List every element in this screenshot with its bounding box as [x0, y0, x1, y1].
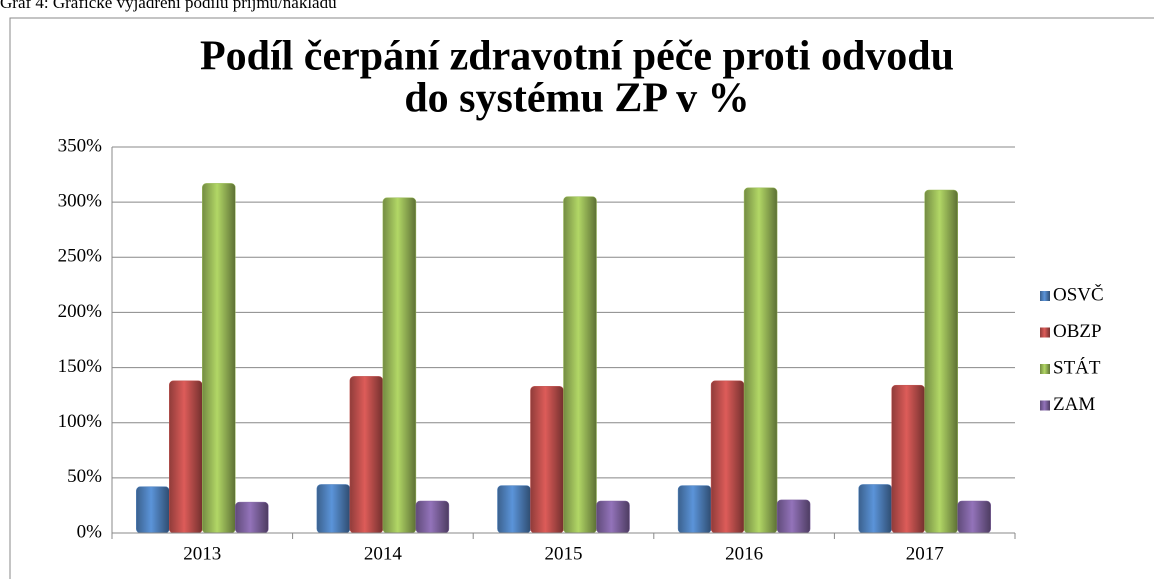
y-tick-label: 300%	[58, 191, 103, 212]
bar	[677, 485, 712, 534]
bar	[316, 484, 351, 534]
legend-swatch	[1040, 364, 1050, 374]
bar	[596, 500, 630, 534]
bar	[563, 196, 597, 534]
chart-title: do systému ZP v %	[404, 76, 749, 122]
y-tick-label: 150%	[58, 356, 103, 377]
chart-title: Podíl čerpání zdravotní péče proti odvod…	[200, 34, 954, 80]
bar	[924, 189, 958, 534]
caption: Graf 4: Grafické vyjádření podílu příjmů…	[0, 0, 337, 12]
x-tick-label: 2013	[183, 543, 221, 564]
bar	[415, 500, 450, 534]
legend-label: STÁT	[1053, 356, 1101, 378]
bar	[858, 484, 892, 534]
legend-swatch	[1040, 400, 1050, 411]
bar	[743, 187, 778, 534]
legend-label: OSVČ	[1053, 283, 1104, 305]
x-tick-label: 2014	[364, 543, 403, 564]
legend-label: OBZP	[1053, 321, 1102, 342]
legend-swatch	[1040, 291, 1050, 301]
bar	[891, 384, 925, 534]
legend-label: ZAM	[1053, 394, 1095, 415]
y-tick-label: 250%	[58, 246, 103, 267]
bar	[235, 501, 269, 534]
bar	[382, 197, 417, 534]
legend-swatch	[1040, 327, 1050, 338]
bar	[710, 380, 745, 534]
bar	[136, 486, 170, 534]
x-tick-label: 2017	[906, 543, 944, 564]
x-tick-label: 2016	[725, 543, 763, 564]
bar	[497, 485, 531, 534]
bar	[776, 499, 811, 534]
y-tick-label: 50%	[67, 466, 102, 487]
bar	[349, 376, 384, 534]
y-tick-label: 350%	[58, 135, 103, 156]
bar	[202, 183, 236, 534]
y-tick-label: 100%	[58, 411, 103, 432]
x-tick-label: 2015	[545, 543, 583, 564]
bar	[169, 380, 203, 534]
y-tick-label: 200%	[58, 301, 103, 322]
bar	[957, 500, 991, 534]
y-tick-label: 0%	[77, 521, 103, 542]
bar	[530, 386, 564, 534]
